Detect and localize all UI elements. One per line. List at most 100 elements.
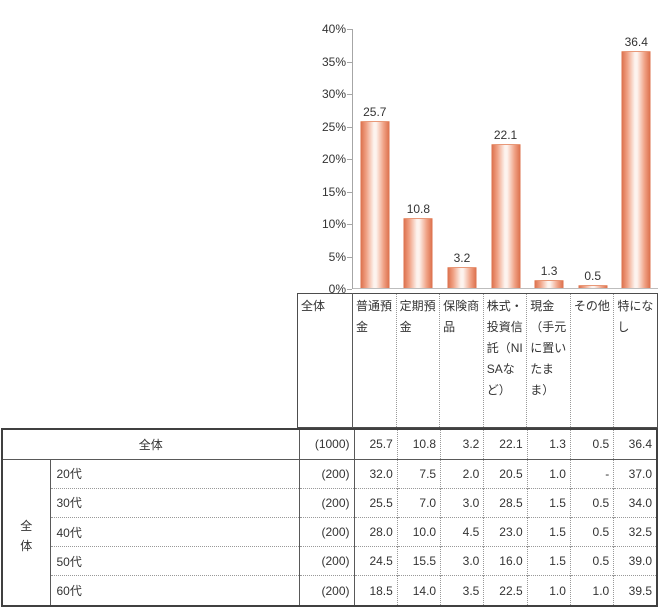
data-cell: - <box>569 458 614 489</box>
bar-slot: 3.2 <box>440 29 484 288</box>
data-cell: 1.5 <box>526 546 571 576</box>
row-label: 50代 <box>49 546 300 576</box>
bar-chart: 40% 35% 30% 25% 20% 15% 10% 5% 0% 25.7 10.8 3.2 22.… <box>0 0 660 296</box>
data-cell: 10.0 <box>396 516 441 547</box>
table-row: 40代 (200) 28.0 10.0 4.5 23.0 1.5 0.5 32.5 <box>2 516 657 547</box>
bar-slot: 22.1 <box>484 29 528 288</box>
data-cell: 32.0 <box>353 458 398 489</box>
data-cell: 20.5 <box>483 458 528 489</box>
column-header-cell: 保険商品 <box>439 293 484 428</box>
y-axis-tick-label: 5% <box>328 250 346 264</box>
data-cell: 32.5 <box>613 516 657 547</box>
table-row: 30代 (200) 25.5 7.0 3.0 28.5 1.5 0.5 34.0 <box>2 487 657 518</box>
data-cell: 39.0 <box>613 546 657 576</box>
data-cell: 1.5 <box>526 516 571 547</box>
data-table: 全体 (1000) 25.7 10.8 3.2 22.1 1.3 0.5 36.4 全体 20代 (2… <box>1 428 658 607</box>
bar-value-label: 10.8 <box>406 202 431 216</box>
group-label-text: 全体 <box>20 518 33 554</box>
row-label: 20代 <box>49 458 300 489</box>
data-cell: 0.5 <box>569 487 614 518</box>
bar-value-label: 0.5 <box>584 269 602 283</box>
bar-value-label: 25.7 <box>363 105 387 119</box>
table-row: 50代 (200) 24.5 15.5 3.0 16.0 1.5 0.5 39.0 <box>2 546 657 576</box>
bar-slot: 25.7 <box>353 29 397 288</box>
data-cell: 34.0 <box>613 487 657 518</box>
data-cell: 7.0 <box>396 487 441 518</box>
row-n: (1000) <box>298 429 355 460</box>
y-axis-tick <box>347 159 352 160</box>
data-cell: 14.0 <box>396 575 441 606</box>
group-label: 全体 <box>2 458 50 606</box>
data-cell: 15.5 <box>396 546 441 576</box>
data-cell: 22.1 <box>483 429 528 460</box>
data-cell: 25.7 <box>353 429 398 460</box>
y-axis-tick <box>347 62 352 63</box>
row-n: (200) <box>298 546 355 576</box>
data-cell: 3.0 <box>440 487 484 518</box>
data-cell: 16.0 <box>483 546 528 576</box>
column-header-cell: 特になし <box>613 293 658 428</box>
data-cell: 1.0 <box>526 575 571 606</box>
header-row: 全体 普通預金 定期預金 保険商品 株式・投資信託（NISAなど） 現金（手元に置いたま… <box>298 293 658 428</box>
data-cell: 3.5 <box>440 575 484 606</box>
y-axis-tick-label: 15% <box>321 185 346 199</box>
bar <box>360 121 390 288</box>
row-label-total: 全体 <box>2 429 300 460</box>
data-table-body: 全体 (1000) 25.7 10.8 3.2 22.1 1.3 0.5 36.4 全体 20代 (2… <box>2 429 657 606</box>
data-cell: 37.0 <box>613 458 657 489</box>
category-header-table: 全体 普通預金 定期預金 保険商品 株式・投資信託（NISAなど） 現金（手元に置いたま… <box>297 293 658 428</box>
data-cell: 1.0 <box>526 458 571 489</box>
data-cell: 39.5 <box>613 575 657 606</box>
data-cell: 1.5 <box>526 487 571 518</box>
y-axis-tick <box>347 94 352 95</box>
bar-slot: 0.5 <box>571 29 615 288</box>
data-cell: 1.3 <box>526 429 571 460</box>
data-cell: 10.8 <box>396 429 441 460</box>
y-axis-tick-label: 40% <box>321 22 346 36</box>
row-label: 60代 <box>49 575 300 606</box>
bar-slot: 10.8 <box>397 29 441 288</box>
data-cell: 28.5 <box>483 487 528 518</box>
chart-plot: 25.7 10.8 3.2 22.1 1.3 0.5 36.4 <box>353 29 658 289</box>
y-axis-tick-label: 20% <box>321 152 346 166</box>
data-cell: 4.5 <box>440 516 484 547</box>
bar <box>534 280 564 288</box>
column-header-cell: 株式・投資信託（NISAなど） <box>482 293 527 428</box>
data-cell: 22.5 <box>483 575 528 606</box>
y-axis-tick-label: 0% <box>328 282 346 296</box>
data-cell: 25.5 <box>353 487 398 518</box>
y-axis-tick <box>347 289 352 290</box>
data-cell: 18.5 <box>353 575 398 606</box>
row-label: 40代 <box>49 516 300 547</box>
y-axis-tick <box>347 192 352 193</box>
row-n: (200) <box>298 575 355 606</box>
data-cell: 0.5 <box>569 546 614 576</box>
data-cell: 7.5 <box>396 458 441 489</box>
y-axis: 40% 35% 30% 25% 20% 15% 10% 5% 0% <box>322 22 353 296</box>
y-axis-tick <box>347 29 352 30</box>
y-axis-tick-label: 30% <box>321 87 346 101</box>
data-cell: 24.5 <box>353 546 398 576</box>
bar-slot: 1.3 <box>527 29 571 288</box>
y-axis-tick-label: 25% <box>321 120 346 134</box>
data-cell: 0.5 <box>569 429 614 460</box>
table-row: 60代 (200) 18.5 14.0 3.5 22.5 1.0 1.0 39.5 <box>2 575 657 606</box>
data-cell: 36.4 <box>613 429 657 460</box>
data-cell: 23.0 <box>483 516 528 547</box>
row-n: (200) <box>298 516 355 547</box>
table-row: 全体 (1000) 25.7 10.8 3.2 22.1 1.3 0.5 36.4 <box>2 429 657 460</box>
bar <box>621 51 651 288</box>
data-cell: 28.0 <box>353 516 398 547</box>
table-row: 全体 20代 (200) 32.0 7.5 2.0 20.5 1.0-37.0 <box>2 458 657 606</box>
data-cell: 1.0 <box>569 575 614 606</box>
bar-value-label: 22.1 <box>493 128 518 142</box>
data-cell: 3.2 <box>440 429 484 460</box>
bar-slot: 36.4 <box>614 29 658 288</box>
data-cell: 2.0 <box>440 458 484 489</box>
data-cell: 3.0 <box>440 546 484 576</box>
row-n: (200) <box>298 487 355 518</box>
bar <box>447 267 477 288</box>
bar <box>403 218 433 288</box>
y-axis-tick <box>347 224 352 225</box>
